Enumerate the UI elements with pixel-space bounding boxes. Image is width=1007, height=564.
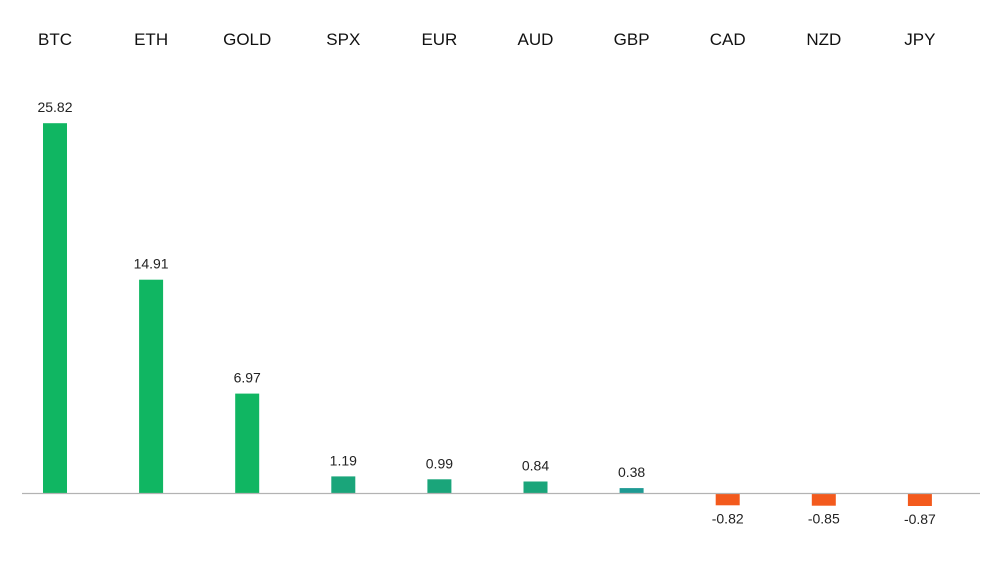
category-label-gbp: GBP (614, 30, 650, 49)
bar-eur (427, 479, 452, 494)
bar-gold (235, 393, 260, 494)
value-label-btc: 25.82 (37, 99, 72, 115)
bar-btc (43, 123, 67, 494)
category-label-cad: CAD (710, 30, 746, 49)
category-label-jpy: JPY (904, 30, 935, 49)
value-label-spx: 1.19 (330, 452, 357, 468)
bar-cad (715, 493, 740, 506)
value-label-nzd: -0.85 (808, 511, 840, 527)
value-label-eth: 14.91 (134, 256, 169, 272)
category-label-aud: AUD (518, 30, 554, 49)
category-label-spx: SPX (326, 30, 360, 49)
category-label-eur: EUR (421, 30, 457, 49)
bar-aud (523, 481, 548, 494)
category-labels-layer: BTC ETH GOLD SPX EUR AUD GBP CAD NZD JPY (38, 30, 935, 49)
value-label-gbp: 0.38 (618, 464, 645, 480)
value-labels-layer: 25.82 14.91 6.97 1.19 0.99 0.84 0.38 -0.82 -0.85… (37, 99, 936, 527)
category-label-btc: BTC (38, 30, 72, 49)
bar-eth (139, 279, 164, 494)
value-label-eur: 0.99 (426, 455, 453, 471)
bar-nzd (811, 493, 836, 506)
value-label-gold: 6.97 (234, 370, 261, 386)
bar-gbp (619, 488, 644, 494)
value-label-aud: 0.84 (522, 458, 549, 474)
category-label-gold: GOLD (223, 30, 271, 49)
bars-layer (43, 123, 932, 506)
category-label-nzd: NZD (806, 30, 841, 49)
value-label-jpy: -0.87 (904, 511, 936, 527)
value-label-cad: -0.82 (712, 510, 744, 526)
bar-spx (331, 476, 356, 494)
bar-jpy (907, 493, 932, 506)
category-label-eth: ETH (134, 30, 168, 49)
